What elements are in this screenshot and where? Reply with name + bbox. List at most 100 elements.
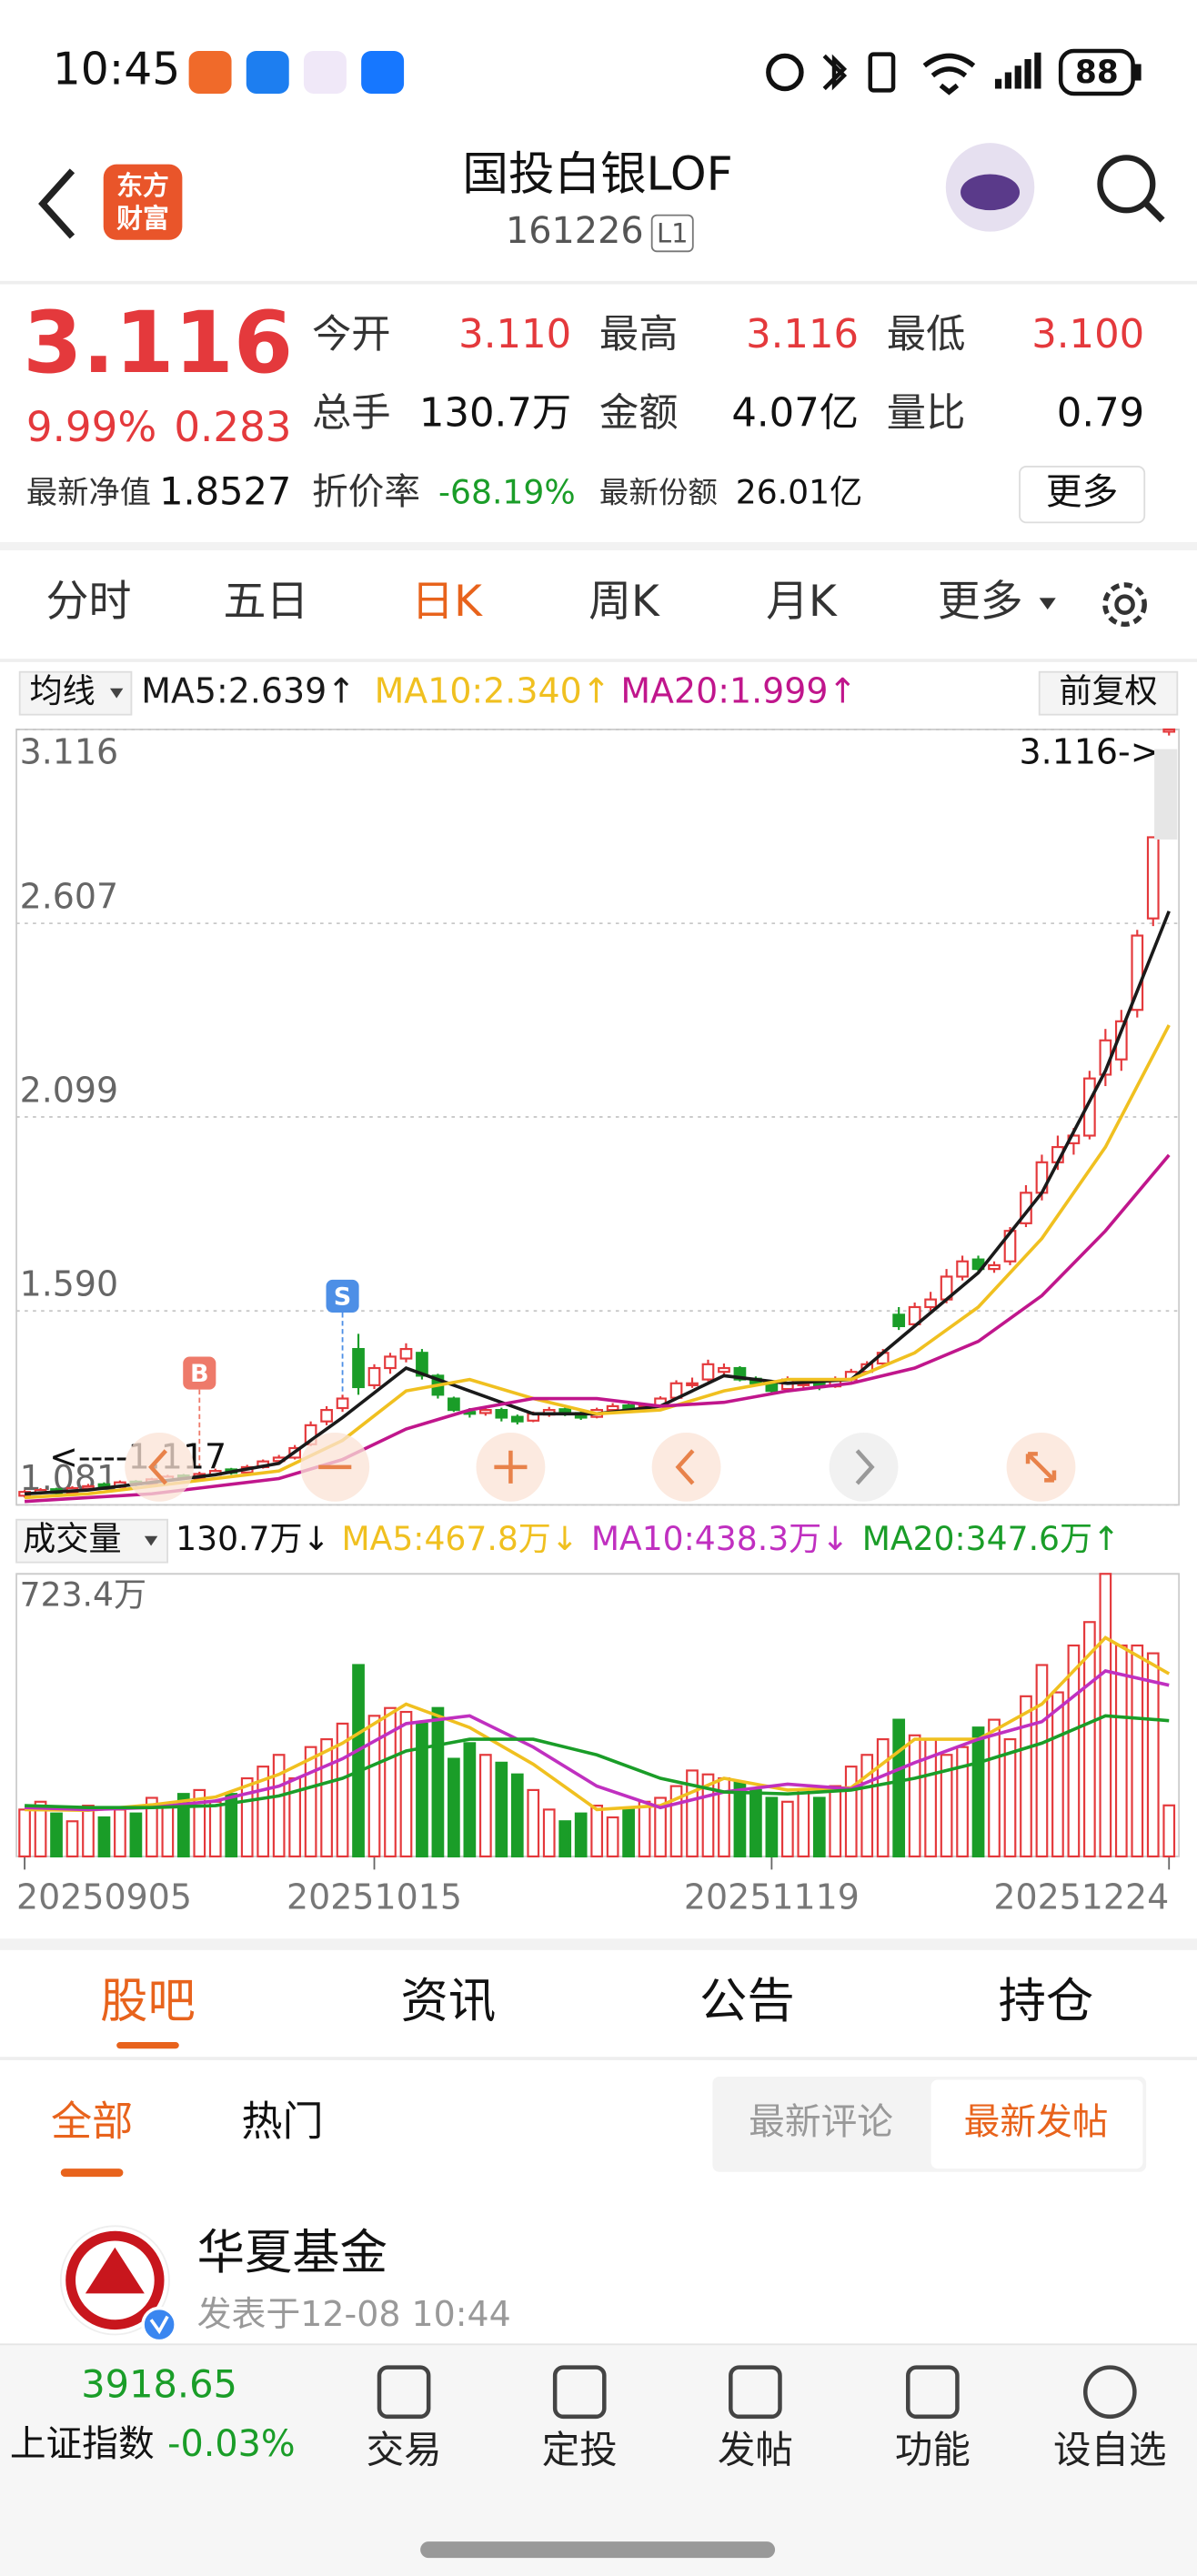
section-tab[interactable]: 持仓 — [999, 1973, 1094, 2028]
volume-bar — [876, 1738, 890, 1858]
candle-body — [988, 1263, 1001, 1271]
period-tab[interactable]: 更多 — [938, 577, 1023, 627]
period-tab[interactable]: 月K — [766, 577, 838, 627]
legend-entry: MA20:347.6万↑ — [862, 1519, 1121, 1558]
volume-bar — [97, 1816, 111, 1858]
post-meta: 发表于12-08 10:44 — [197, 2294, 511, 2334]
volume-bar — [478, 1754, 492, 1858]
high-label: 3.116-> — [1020, 732, 1160, 772]
avatar-logo — [85, 2247, 145, 2294]
field-value: 3.110 — [458, 312, 571, 357]
logo-text: 东方 — [116, 170, 169, 201]
field-label: 总手 — [312, 390, 391, 436]
filter-tab[interactable]: 全部 — [51, 2097, 133, 2145]
filter-tab[interactable]: 热门 — [241, 2097, 323, 2145]
volume-bar — [1146, 1652, 1160, 1858]
avatar-ring — [65, 2230, 165, 2330]
dropdown-arrow — [1039, 598, 1056, 610]
volume-bar — [956, 1746, 969, 1858]
field-label: 最低 — [887, 312, 966, 357]
candle-body — [416, 1352, 428, 1377]
bluetooth-icon — [822, 54, 848, 91]
app-icon — [361, 50, 405, 94]
volume-bar — [892, 1718, 906, 1858]
candle-body — [1162, 728, 1176, 733]
chart-controls — [125, 749, 1178, 1502]
search-button[interactable] — [1097, 155, 1156, 214]
signal-icon — [994, 52, 1041, 89]
y-tick-label: 723.4万 — [20, 1575, 146, 1615]
candle-body — [336, 1397, 349, 1410]
candle-body — [956, 1260, 969, 1278]
back-button[interactable] — [38, 168, 75, 239]
volume-bar — [114, 1808, 126, 1858]
control-icon — [494, 1450, 528, 1484]
index-change: -0.03% — [167, 2423, 295, 2465]
action-label[interactable]: 设自选 — [1053, 2428, 1167, 2472]
sort-buttons: 最新评论 最新发帖 — [749, 2079, 1143, 2169]
period-tab[interactable]: 周K — [588, 577, 660, 627]
volume-select[interactable] — [15, 1518, 169, 1564]
section-tabs: 股吧 资讯 公告 持仓 — [100, 1973, 1094, 2049]
legend-entry: MA10:2.340↑ — [375, 671, 611, 711]
volume-bar — [542, 1808, 556, 1858]
sort-button[interactable]: 最新评论 — [749, 2101, 893, 2143]
adjust-select[interactable] — [1038, 670, 1179, 716]
scroll-right-button[interactable] — [829, 1432, 899, 1502]
action-label[interactable]: 功能 — [895, 2428, 971, 2472]
section-tab[interactable]: 股吧 — [100, 1973, 196, 2028]
volume-bar — [749, 1788, 762, 1858]
avatar-face — [961, 174, 1021, 211]
section-tab[interactable]: 公告 — [699, 1973, 795, 2028]
volume-bar — [797, 1788, 810, 1858]
post-author[interactable]: 华夏基金 — [197, 2225, 387, 2280]
app-icon — [303, 50, 347, 94]
section-tab[interactable]: 资讯 — [400, 1973, 496, 2028]
field-label: 最高 — [599, 312, 679, 357]
shares-label: 最新份额 — [599, 476, 718, 510]
index-name[interactable]: 上证指数 — [10, 2423, 155, 2465]
action-label[interactable]: 定投 — [542, 2428, 618, 2472]
home-indicator — [420, 2541, 776, 2559]
divider — [0, 542, 1197, 551]
volume-bar — [240, 1776, 254, 1858]
volume-bar — [208, 1800, 222, 1858]
scroll-left-button[interactable] — [651, 1432, 721, 1502]
filter-tabs: 全部 热门 — [51, 2097, 324, 2178]
indicator-select[interactable] — [18, 670, 133, 716]
last-price: 3.116 — [23, 294, 293, 393]
volume-bar — [1114, 1644, 1128, 1858]
volume-bar — [574, 1812, 588, 1858]
candle-body — [320, 1409, 333, 1423]
more-button[interactable] — [1019, 466, 1146, 524]
fund-code: 161226 — [506, 210, 644, 252]
action-label[interactable]: 交易 — [367, 2428, 442, 2472]
field-label: 今开 — [312, 312, 391, 357]
period-tab[interactable]: 五日 — [224, 577, 309, 627]
candle-body — [1131, 934, 1144, 1011]
index-value[interactable]: 3918.65 — [81, 2361, 237, 2406]
quote-fields: 今开 3.110 最高 3.116 最低 3.100 总手 130.7万 金额 4.07亿 量比 0.… — [312, 312, 1144, 437]
trade-marker-label: S — [334, 1283, 352, 1311]
field-value: 4.07亿 — [731, 390, 859, 436]
period-tab[interactable]: 日K — [411, 577, 483, 627]
sort-button[interactable]: 最新发帖 — [964, 2101, 1109, 2143]
control-button[interactable] — [125, 1432, 195, 1502]
volume-bar — [654, 1796, 667, 1858]
volume-bar — [193, 1788, 206, 1858]
volume-bar — [1035, 1664, 1049, 1858]
action-label[interactable]: 发帖 — [718, 2428, 793, 2472]
ma-line — [24, 1024, 1171, 1500]
volume-bar — [1067, 1644, 1081, 1858]
divider — [0, 1938, 1197, 1950]
control-icon — [855, 1449, 875, 1485]
volume-bar — [988, 1718, 1001, 1858]
period-tab[interactable]: 分时 — [46, 577, 132, 627]
dropdown-arrow — [109, 688, 124, 699]
settings-button[interactable] — [1102, 582, 1147, 628]
legend-entry: MA10:438.3万↓ — [591, 1519, 850, 1558]
candle-body — [367, 1366, 381, 1386]
logo[interactable] — [103, 164, 183, 240]
